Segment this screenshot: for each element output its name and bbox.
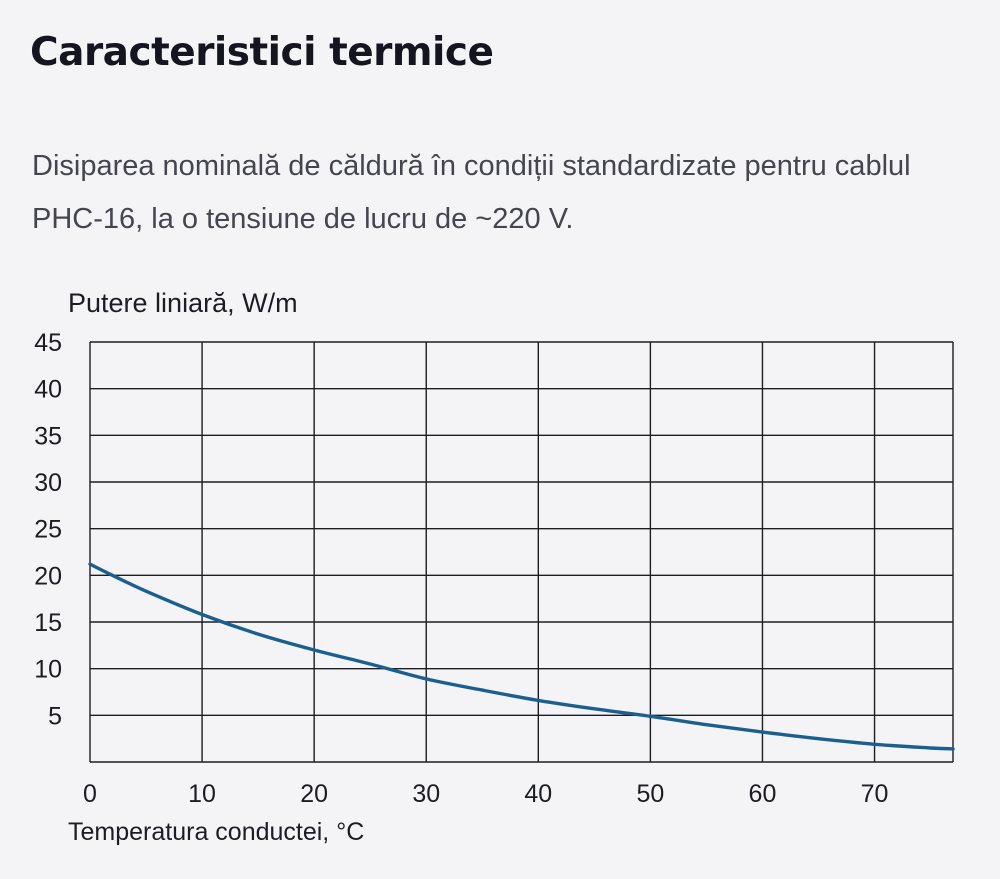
- chart-series: [88, 562, 955, 751]
- series-line-0: [88, 562, 955, 751]
- thermal-characteristics-chart: 5 10 15 20 25 30 35 40 45 0 10 20 30 40 50 60 70 Putere …: [34, 288, 955, 846]
- y-tick-label: 20: [34, 562, 62, 590]
- x-axis-label: Temperatura conductei, °C: [68, 818, 364, 846]
- y-tick-label: 35: [34, 422, 62, 450]
- chart-tick-labels: 5 10 15 20 25 30 35 40 45 0 10 20 30 40 50 60 70: [34, 329, 888, 808]
- y-tick-label: 40: [34, 376, 62, 404]
- y-tick-label: 5: [48, 702, 62, 730]
- x-tick-label: 70: [861, 780, 889, 808]
- chart-description: Disiparea nominală de căldură în condiți…: [32, 150, 911, 235]
- x-tick-label: 60: [749, 780, 777, 808]
- y-tick-label: 10: [34, 656, 62, 684]
- x-tick-label: 10: [188, 780, 216, 808]
- x-tick-label: 30: [412, 780, 440, 808]
- y-tick-label: 30: [34, 469, 62, 497]
- x-tick-label: 40: [524, 780, 552, 808]
- y-axis-label: Putere liniară, W/m: [68, 288, 298, 318]
- chart-grid: [89, 341, 954, 763]
- x-tick-label: 50: [636, 780, 664, 808]
- y-tick-label: 25: [34, 516, 62, 544]
- y-tick-label: 15: [34, 609, 62, 637]
- page-title: Caracteristici termice: [30, 30, 494, 75]
- x-tick-label: 0: [83, 780, 97, 808]
- y-tick-label: 45: [34, 329, 62, 357]
- x-tick-label: 20: [300, 780, 328, 808]
